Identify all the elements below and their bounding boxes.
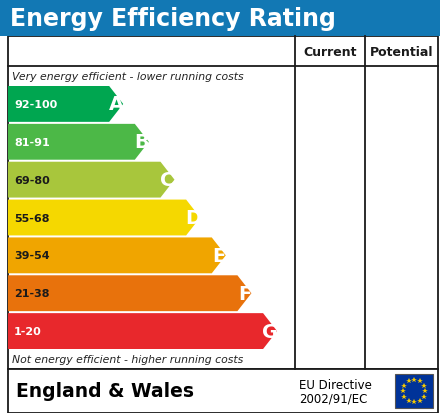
Polygon shape bbox=[8, 162, 175, 198]
Text: Not energy efficient - higher running costs: Not energy efficient - higher running co… bbox=[12, 355, 243, 365]
Text: G: G bbox=[262, 322, 278, 341]
Polygon shape bbox=[8, 238, 226, 274]
Text: EU Directive: EU Directive bbox=[299, 379, 372, 392]
Text: C: C bbox=[160, 171, 175, 190]
Text: Potential: Potential bbox=[370, 45, 433, 58]
Text: 69-80: 69-80 bbox=[14, 175, 50, 185]
Text: 55-68: 55-68 bbox=[14, 213, 49, 223]
Text: Current: Current bbox=[303, 45, 357, 58]
Bar bbox=[8, 369, 438, 413]
Text: Very energy efficient - lower running costs: Very energy efficient - lower running co… bbox=[12, 71, 244, 81]
Text: England & Wales: England & Wales bbox=[16, 382, 194, 401]
Text: 21-38: 21-38 bbox=[14, 289, 49, 299]
Bar bbox=[8, 37, 438, 369]
Polygon shape bbox=[8, 125, 149, 160]
Text: 81-91: 81-91 bbox=[14, 138, 50, 147]
Text: 1-20: 1-20 bbox=[14, 326, 42, 336]
Text: 39-54: 39-54 bbox=[14, 251, 50, 261]
Text: D: D bbox=[185, 209, 201, 228]
Bar bbox=[395, 374, 433, 408]
Text: 92-100: 92-100 bbox=[14, 100, 57, 110]
Polygon shape bbox=[8, 313, 277, 349]
Text: B: B bbox=[135, 133, 149, 152]
Text: E: E bbox=[212, 246, 225, 265]
Text: 2002/91/EC: 2002/91/EC bbox=[299, 392, 367, 404]
Polygon shape bbox=[8, 275, 251, 311]
Bar bbox=[0, 0, 440, 37]
Text: A: A bbox=[109, 95, 124, 114]
Text: F: F bbox=[238, 284, 251, 303]
Text: Energy Efficiency Rating: Energy Efficiency Rating bbox=[10, 7, 336, 31]
Polygon shape bbox=[8, 200, 200, 236]
Polygon shape bbox=[8, 87, 123, 123]
